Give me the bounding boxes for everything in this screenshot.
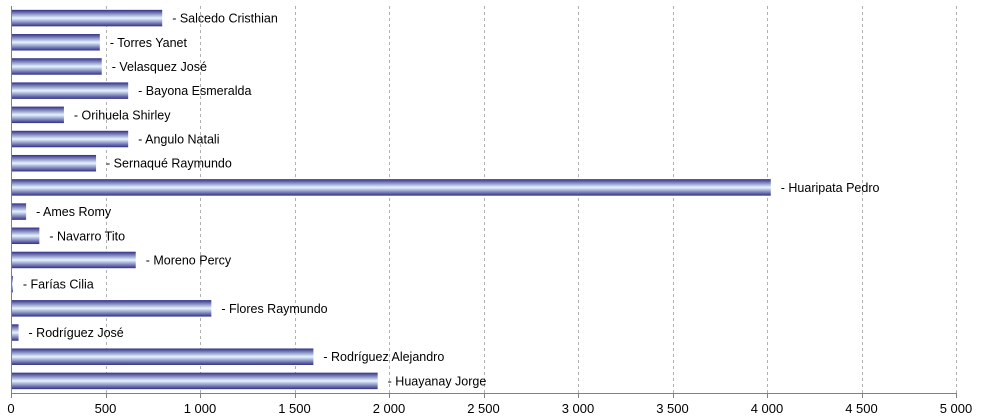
- x-tick-label-3000: 3 000: [562, 401, 595, 416]
- bar-label-5: - Angulo Natali: [138, 133, 219, 147]
- bar-label-7: - Huaripata Pedro: [781, 181, 880, 195]
- bar-10: [11, 251, 136, 269]
- bar-label-0: - Salcedo Cristhian: [172, 12, 278, 26]
- x-tick-label-5000: 5 000: [940, 401, 973, 416]
- bar-label-2: - Velasquez José: [112, 60, 207, 74]
- x-tick-label-0: 0: [7, 401, 14, 416]
- x-tick-label-3500: 3 500: [656, 401, 689, 416]
- bar-label-12: - Flores Raymundo: [221, 302, 327, 316]
- x-tick-label-2500: 2 500: [467, 401, 500, 416]
- x-tick-label-500: 500: [95, 401, 117, 416]
- bar-0: [11, 9, 163, 27]
- bar-label-15: - Huayanay Jorge: [388, 374, 487, 388]
- gridlines: [106, 6, 957, 393]
- bar-12: [11, 300, 212, 317]
- bar-label-4: - Orihuela Shirley: [74, 108, 171, 122]
- bar-3: [11, 82, 129, 99]
- axes: [11, 6, 957, 398]
- bar-label-9: - Navarro Tito: [49, 229, 125, 243]
- bar-15: [11, 372, 378, 390]
- x-tick-labels: 0 500 1 000 1 500 2 000 2 500 3 000 3 500 4 000 4…: [7, 401, 972, 416]
- bars: [11, 9, 771, 390]
- bar-labels: - Salcedo Cristhian - Torres Yanet - Velas…: [23, 12, 880, 389]
- x-tick-label-4500: 4 500: [845, 401, 878, 416]
- x-tick-label-1000: 1 000: [184, 401, 217, 416]
- bar-label-14: - Rodríguez Alejandro: [323, 350, 444, 364]
- x-tick-label-2000: 2 000: [373, 401, 406, 416]
- x-tick-label-4000: 4 000: [751, 401, 784, 416]
- bar-2: [11, 58, 102, 75]
- bar-label-3: - Bayona Esmeralda: [138, 84, 251, 98]
- bar-label-11: - Farías Cilia: [23, 278, 94, 292]
- bar-13: [11, 324, 19, 341]
- bar-7: [11, 179, 771, 196]
- bar-4: [11, 106, 64, 124]
- bar-label-8: - Ames Romy: [36, 205, 112, 219]
- bar-8: [11, 203, 27, 220]
- bar-14: [11, 348, 314, 365]
- bar-label-1: - Torres Yanet: [110, 36, 188, 50]
- x-tick-label-1500: 1 500: [278, 401, 311, 416]
- bar-6: [11, 154, 97, 172]
- bar-5: [11, 130, 129, 148]
- bar-label-13: - Rodríguez José: [29, 326, 124, 340]
- bar-1: [11, 34, 100, 51]
- bar-label-10: - Moreno Percy: [146, 253, 232, 267]
- bar-9: [11, 227, 40, 245]
- bar-label-6: - Sernaqué Raymundo: [106, 157, 232, 171]
